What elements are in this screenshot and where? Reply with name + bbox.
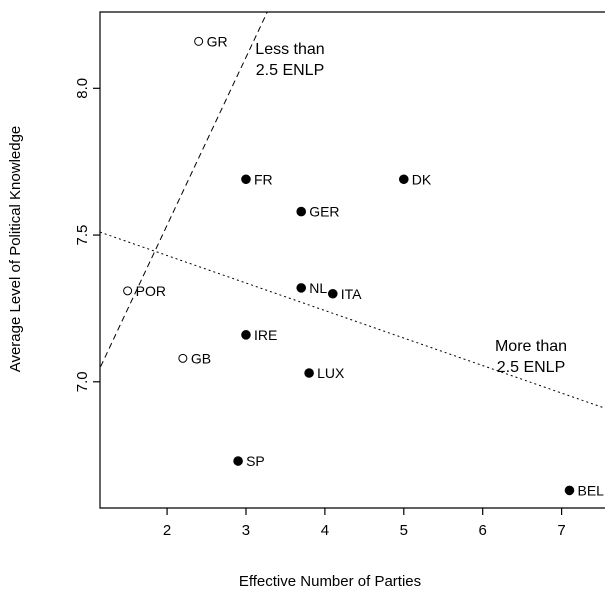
point-label-dk: DK bbox=[412, 171, 432, 187]
point-label-gr: GR bbox=[207, 33, 228, 49]
point-gr bbox=[194, 36, 204, 46]
point-dk bbox=[398, 174, 409, 185]
x-axis-title: Effective Number of Parties bbox=[239, 573, 421, 590]
point-label-por: POR bbox=[136, 283, 166, 299]
point-label-bel: BEL bbox=[577, 482, 604, 498]
point-gb bbox=[178, 353, 188, 363]
dashed-boundary-line bbox=[100, 12, 268, 370]
point-label-ire: IRE bbox=[254, 327, 277, 343]
annotation-text: Less than bbox=[255, 41, 324, 58]
x-tick-label: 2 bbox=[163, 522, 171, 539]
point-label-ita: ITA bbox=[341, 286, 362, 302]
annotation-text: More than bbox=[495, 338, 567, 355]
point-bel bbox=[564, 485, 575, 496]
x-tick-label: 5 bbox=[400, 522, 408, 539]
point-label-gb: GB bbox=[191, 350, 211, 366]
point-sp bbox=[233, 456, 243, 466]
y-tick-label: 7.5 bbox=[74, 225, 91, 246]
point-label-fr: FR bbox=[254, 171, 273, 187]
x-axis: 2 3 4 5 6 7 bbox=[163, 508, 566, 539]
data-points: GR POR GB FR DK GER NL ITA IRE LUX SP BEL bbox=[123, 33, 604, 498]
point-ire bbox=[241, 330, 251, 340]
annotation-text: 2.5 ENLP bbox=[256, 62, 324, 79]
x-tick-label: 7 bbox=[557, 522, 565, 539]
dotted-boundary-line bbox=[100, 231, 605, 409]
point-nl bbox=[296, 283, 307, 293]
y-axis: 7.0 7.5 8.0 bbox=[74, 78, 100, 392]
point-label-nl: NL bbox=[309, 280, 327, 296]
point-lux bbox=[304, 368, 314, 378]
y-tick-label: 7.0 bbox=[74, 371, 91, 392]
point-por bbox=[123, 286, 133, 296]
point-ger bbox=[296, 206, 307, 217]
point-fr bbox=[241, 174, 251, 185]
annotation-text: 2.5 ENLP bbox=[497, 359, 565, 376]
point-label-sp: SP bbox=[246, 453, 265, 469]
point-ita bbox=[327, 288, 338, 299]
x-tick-label: 3 bbox=[242, 522, 250, 539]
y-axis-title: Average Level of Political Knowledge bbox=[7, 126, 24, 373]
y-tick-label: 8.0 bbox=[74, 78, 91, 99]
plot-frame bbox=[99, 11, 605, 509]
trend-lines bbox=[100, 12, 605, 409]
plot-box bbox=[99, 11, 605, 509]
point-label-lux: LUX bbox=[317, 365, 345, 381]
x-tick-label: 4 bbox=[321, 522, 329, 539]
x-tick-label: 6 bbox=[479, 522, 487, 539]
annotations: Less than 2.5 ENLP More than 2.5 ENLP bbox=[255, 41, 567, 376]
point-label-ger: GER bbox=[309, 204, 339, 220]
